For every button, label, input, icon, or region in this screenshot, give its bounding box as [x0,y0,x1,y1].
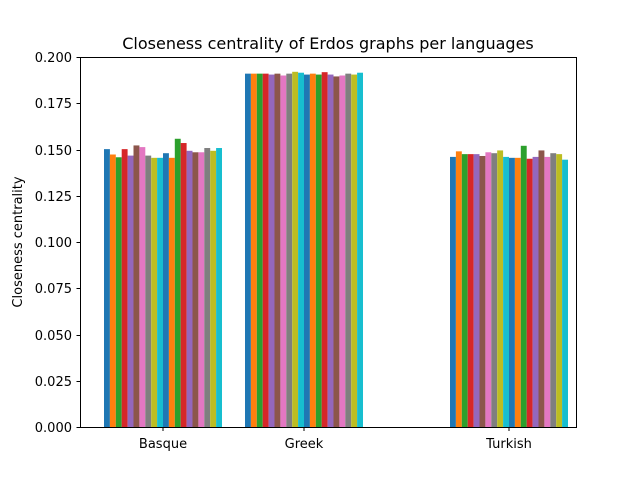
bar-turkish-9 [497,150,504,427]
bar-turkish-16 [538,150,545,427]
bar-greek-7 [280,75,287,427]
bar-turkish-18 [550,153,557,427]
bar-greek-16 [333,76,340,428]
bar-turkish-10 [503,156,509,427]
x-tick-label-greek: Greek [285,437,324,452]
bar-turkish-6 [479,155,486,428]
bar-basque-1 [104,149,110,427]
bar-greek-15 [327,74,334,427]
bar-basque-2 [109,154,116,427]
bars-layer [104,71,568,428]
bar-turkish-17 [544,156,551,427]
bar-greek-19 [351,74,358,427]
y-tick-label: 0.075 [35,282,72,297]
bar-turkish-3 [461,154,468,428]
bar-basque-14 [180,143,187,427]
bar-greek-18 [345,73,352,428]
bar-basque-3 [115,157,122,427]
x-tick-label-basque: Basque [139,437,187,452]
y-tick-label: 0.000 [35,421,72,436]
bar-basque-18 [204,148,211,427]
bar-turkish-12 [514,157,521,427]
bar-greek-6 [274,73,281,428]
bar-turkish-2 [455,151,462,427]
x-axis: Basque Greek Turkish [139,427,532,452]
y-tick-label: 0.050 [35,329,72,344]
bar-basque-15 [186,150,193,428]
bar-turkish-1 [450,156,456,427]
x-tick-label-turkish: Turkish [485,437,532,452]
bar-greek-14 [321,72,328,428]
y-tick-label: 0.200 [35,51,72,66]
bar-greek-4 [262,73,269,428]
bar-basque-10 [157,157,163,427]
bar-basque-4 [121,149,128,427]
bar-greek-12 [309,73,316,428]
bar-turkish-11 [509,157,515,427]
bar-turkish-14 [526,158,533,427]
bar-basque-19 [210,150,217,428]
bar-basque-6 [133,145,140,427]
y-tick-label: 0.025 [35,375,72,390]
bar-greek-17 [339,75,346,427]
bar-basque-9 [151,157,158,427]
bar-basque-17 [198,152,205,427]
bar-basque-20 [216,148,222,427]
bar-basque-16 [192,152,199,427]
bar-basque-8 [145,155,152,428]
bar-greek-9 [292,71,299,428]
bar-turkish-15 [532,156,539,427]
bar-greek-3 [256,73,263,428]
bar-basque-11 [163,153,169,427]
bar-greek-20 [357,72,363,427]
bar-greek-8 [286,73,293,428]
bar-basque-5 [127,155,134,428]
bar-greek-1 [245,73,251,428]
bar-greek-5 [268,74,275,427]
bar-basque-13 [174,138,181,427]
bar-greek-13 [315,74,322,427]
y-tick-label: 0.125 [35,190,72,205]
bar-basque-7 [139,147,146,427]
chart-title: Closeness centrality of Erdos graphs per… [122,34,534,53]
y-tick-label: 0.175 [35,97,72,112]
bar-turkish-8 [491,153,498,427]
bar-turkish-19 [556,154,563,428]
bar-turkish-7 [485,152,492,427]
bar-greek-10 [298,72,304,427]
y-tick-label: 0.100 [35,236,72,251]
bar-greek-2 [250,73,257,428]
y-axis-label: Closeness centrality [11,176,26,307]
bar-greek-11 [304,74,310,427]
y-axis: 0.000 0.025 0.050 0.075 0.100 0.125 0.150 0.175… [35,51,81,436]
bar-turkish-20 [562,159,568,427]
bar-basque-12 [168,157,175,427]
bar-turkish-4 [467,154,474,428]
bar-turkish-13 [520,145,527,428]
y-tick-label: 0.150 [35,144,72,159]
bar-turkish-5 [473,154,480,428]
